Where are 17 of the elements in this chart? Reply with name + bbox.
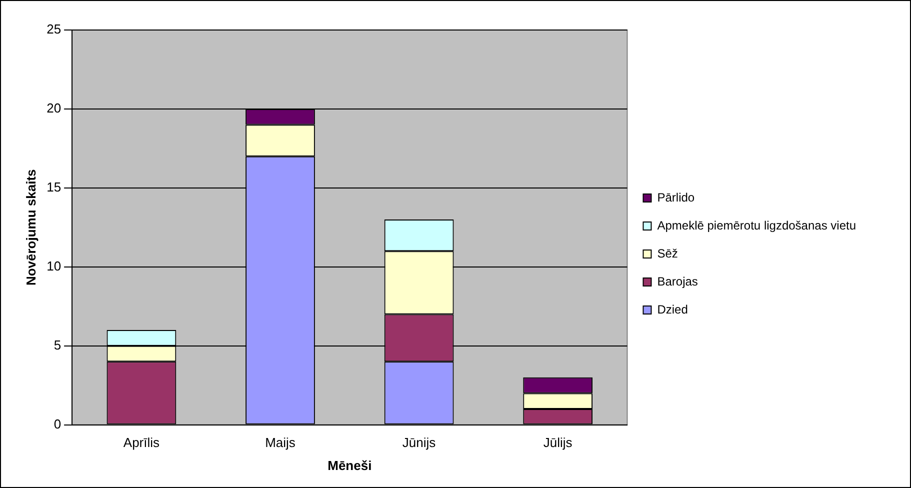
y-tick-label: 20 <box>46 100 62 116</box>
x-axis-title: Mēneši <box>328 458 372 473</box>
y-tick-label: 15 <box>46 180 62 194</box>
y-tick-label: 25 <box>46 22 62 37</box>
legend-label: Sēž <box>657 246 678 260</box>
x-tick-label: Jūlijs <box>543 435 573 450</box>
x-tick-label: Aprīlis <box>123 435 160 450</box>
x-tick-label: Maijs <box>265 435 296 450</box>
x-tick-label: Jūnijs <box>402 435 436 450</box>
y-tick-label: 5 <box>54 337 62 352</box>
y-tick-label: 0 <box>54 416 62 432</box>
y-tick-label: 10 <box>46 258 62 274</box>
legend-label: Pārlido <box>657 190 695 204</box>
legend-label: Barojas <box>657 274 698 288</box>
legend-label: Apmeklē piemērotu ligzdošanas vietu <box>657 218 856 232</box>
legend-label: Dzied <box>657 302 688 316</box>
y-axis-title: Novērojumu skaits <box>23 169 38 286</box>
